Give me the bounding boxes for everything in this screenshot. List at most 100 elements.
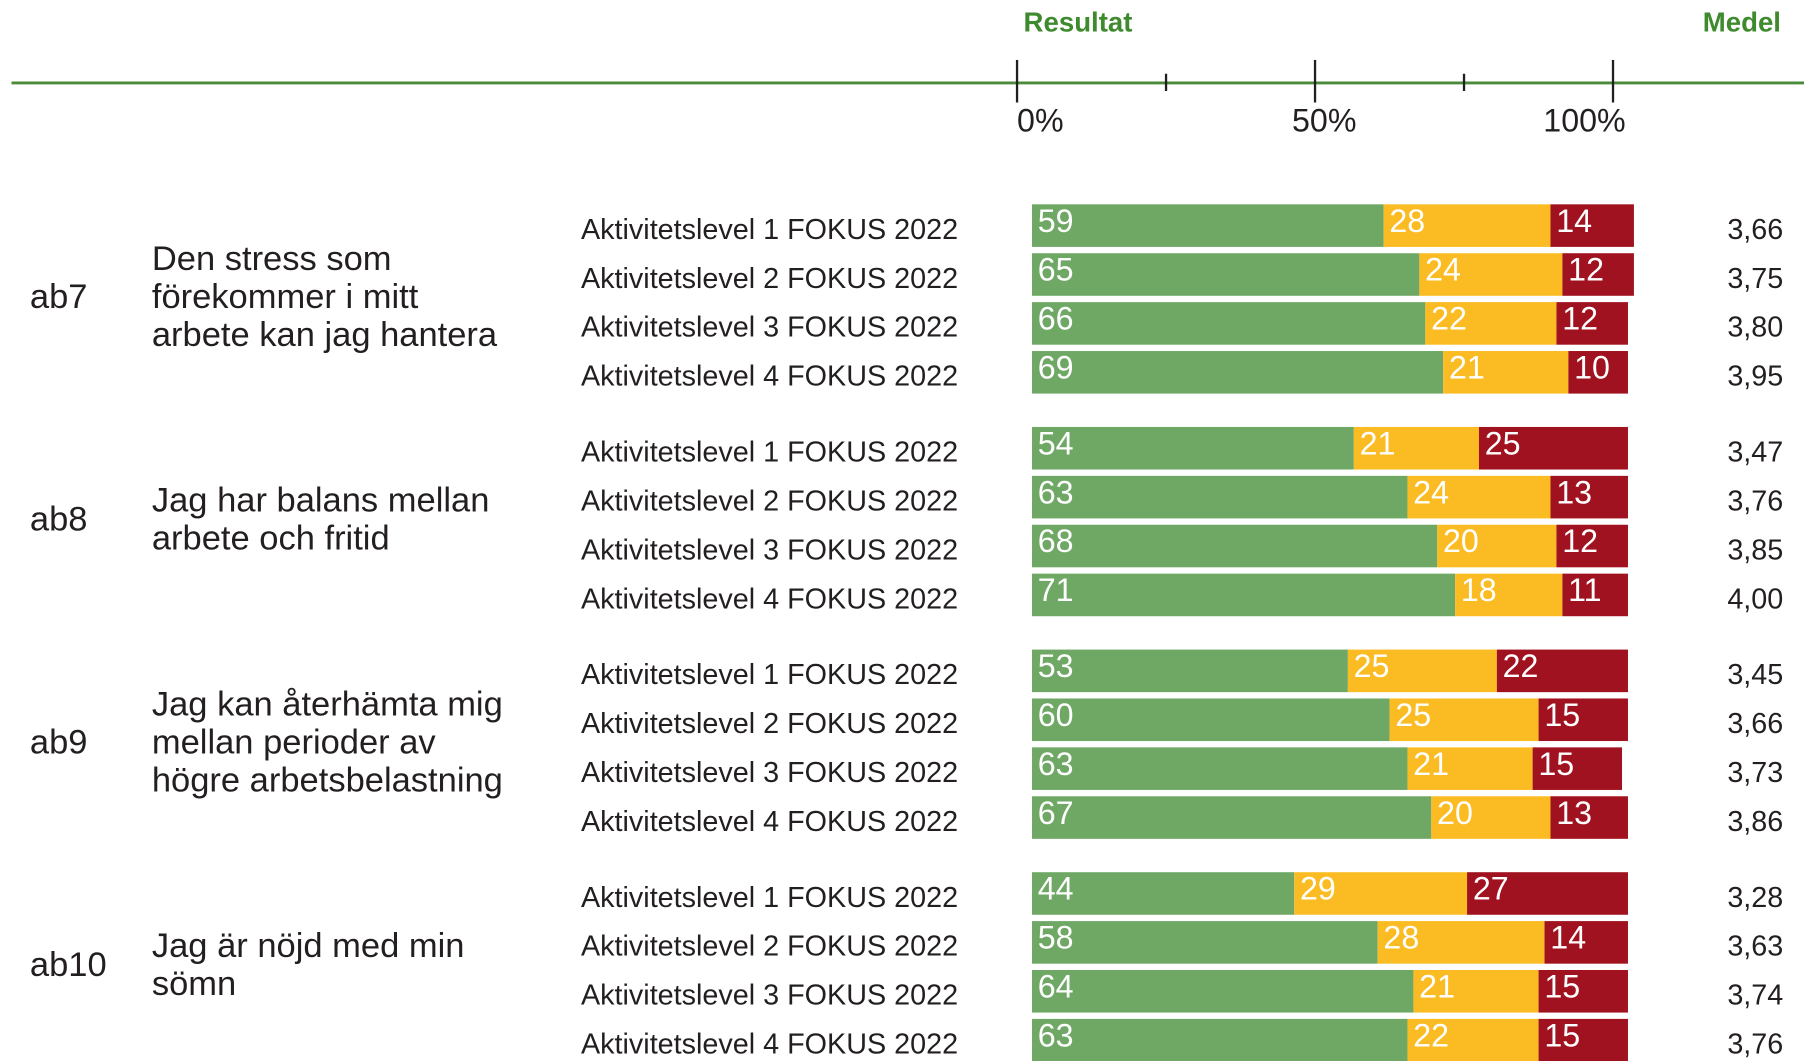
- bar-segment: [1538, 1018, 1628, 1061]
- medel-value: 3,45: [1727, 659, 1783, 691]
- bar-value-label: 21: [1413, 746, 1449, 782]
- bar-value-label: 58: [1038, 920, 1074, 956]
- medel-value: 3,47: [1727, 437, 1783, 469]
- bar-value-label: 21: [1419, 968, 1455, 1004]
- bar-segment: [1544, 921, 1628, 964]
- bar-value-label: 11: [1568, 572, 1601, 608]
- question-text: högre arbetsbelastning: [152, 761, 503, 799]
- bar-segment: [1032, 872, 1295, 915]
- bar-value-label: 29: [1300, 871, 1336, 907]
- bar-segment: [1032, 573, 1456, 617]
- bar-segment: [1538, 969, 1628, 1013]
- row-label: Aktivitetslevel 2 FOKUS 2022: [581, 931, 958, 963]
- bar-value-label: 67: [1038, 795, 1074, 831]
- bar-segment: [1377, 921, 1545, 964]
- bar-segment: [1478, 426, 1628, 470]
- bar-segment: [1419, 253, 1563, 296]
- question-text: förekommer i mitt: [152, 278, 419, 316]
- bar-value-label: 14: [1550, 920, 1586, 956]
- bar-segment: [1032, 698, 1390, 742]
- question-text: Den stress som: [152, 240, 392, 278]
- bar-segment: [1389, 698, 1539, 742]
- row-label: Aktivitetslevel 3 FOKUS 2022: [581, 980, 958, 1012]
- bar-value-label: 25: [1354, 648, 1390, 684]
- medel-value: 4,00: [1727, 583, 1783, 615]
- row-label: Aktivitetslevel 3 FOKUS 2022: [581, 534, 958, 566]
- bar-segment: [1383, 204, 1551, 247]
- bar-value-label: 60: [1038, 697, 1074, 733]
- bar-value-label: 68: [1038, 523, 1074, 559]
- bar-value-label: 12: [1562, 523, 1598, 559]
- row-label: Aktivitetslevel 4 FOKUS 2022: [581, 361, 958, 393]
- medel-value: 3,76: [1727, 485, 1783, 517]
- bar-segment: [1347, 649, 1497, 693]
- question-code: ab9: [30, 723, 88, 761]
- bar-segment: [1032, 921, 1378, 964]
- bar-value-label: 59: [1038, 203, 1074, 239]
- x-tick-label: 0%: [1017, 103, 1064, 139]
- bar-segment: [1562, 253, 1634, 296]
- row-label: Aktivitetslevel 1 FOKUS 2022: [581, 659, 958, 691]
- bar-value-label: 22: [1503, 648, 1539, 684]
- row-label: Aktivitetslevel 3 FOKUS 2022: [581, 757, 958, 789]
- bar-segment: [1407, 747, 1533, 790]
- bar-value-label: 15: [1544, 697, 1580, 733]
- bar-value-label: 25: [1485, 425, 1521, 461]
- bar-segment: [1556, 524, 1628, 568]
- question-text: Jag har balans mellan: [152, 482, 490, 520]
- bar-value-label: 25: [1395, 697, 1431, 733]
- question-text: Jag är nöjd med min: [152, 927, 465, 965]
- medel-value: 3,66: [1727, 708, 1783, 740]
- row-label: Aktivitetslevel 1 FOKUS 2022: [581, 882, 958, 914]
- row-label: Aktivitetslevel 2 FOKUS 2022: [581, 263, 958, 295]
- question-text: arbete kan jag hantera: [152, 316, 498, 354]
- bar-value-label: 15: [1544, 1017, 1580, 1053]
- bar-value-label: 21: [1360, 425, 1396, 461]
- bar-value-label: 28: [1389, 203, 1425, 239]
- bar-segment: [1032, 253, 1420, 296]
- bar-value-label: 53: [1038, 648, 1074, 684]
- bar-value-label: 63: [1038, 1017, 1074, 1053]
- bar-segment: [1437, 524, 1557, 568]
- bar-value-label: 15: [1538, 746, 1574, 782]
- bar-segment: [1556, 302, 1628, 345]
- bar-segment: [1407, 475, 1551, 519]
- bar-value-label: 64: [1038, 968, 1074, 1004]
- bar-segment: [1294, 872, 1468, 915]
- row-label: Aktivitetslevel 2 FOKUS 2022: [581, 708, 958, 740]
- row-label: Aktivitetslevel 4 FOKUS 2022: [581, 1029, 958, 1061]
- bar-segment: [1496, 649, 1628, 693]
- bar-value-label: 18: [1461, 572, 1497, 608]
- bar-value-label: 66: [1038, 301, 1074, 337]
- bar-value-label: 24: [1425, 252, 1461, 288]
- medel-value: 3,80: [1727, 312, 1783, 344]
- bar-segment: [1353, 426, 1479, 470]
- bar-segment: [1032, 1018, 1408, 1061]
- row-label: Aktivitetslevel 4 FOKUS 2022: [581, 806, 958, 838]
- question-text: Jag kan återhämta mig: [152, 685, 503, 723]
- bar-segment: [1431, 796, 1551, 839]
- x-tick-label: 100%: [1543, 103, 1625, 139]
- bar-value-label: 10: [1574, 350, 1610, 386]
- bar-value-label: 24: [1413, 474, 1449, 510]
- x-tick-label: 50%: [1292, 103, 1356, 139]
- header-resultat: Resultat: [1024, 7, 1133, 38]
- bar-segment: [1032, 475, 1408, 519]
- bar-segment: [1550, 475, 1628, 519]
- question-code: ab7: [30, 278, 88, 316]
- bar-segment: [1032, 351, 1444, 394]
- bar-segment: [1032, 524, 1438, 568]
- question-text: arbete och fritid: [152, 520, 390, 558]
- bar-segment: [1407, 1018, 1539, 1061]
- bar-value-label: 63: [1038, 474, 1074, 510]
- question-text: mellan perioder av: [152, 723, 437, 761]
- bar-segment: [1032, 302, 1426, 345]
- question-code: ab8: [30, 501, 88, 539]
- bar-segment: [1032, 204, 1384, 247]
- medel-value: 3,85: [1727, 534, 1783, 566]
- row-label: Aktivitetslevel 4 FOKUS 2022: [581, 583, 958, 615]
- bar-segment: [1032, 426, 1354, 470]
- question-text: sömn: [152, 965, 236, 1003]
- bar-segment: [1550, 204, 1634, 247]
- bar-value-label: 12: [1568, 252, 1604, 288]
